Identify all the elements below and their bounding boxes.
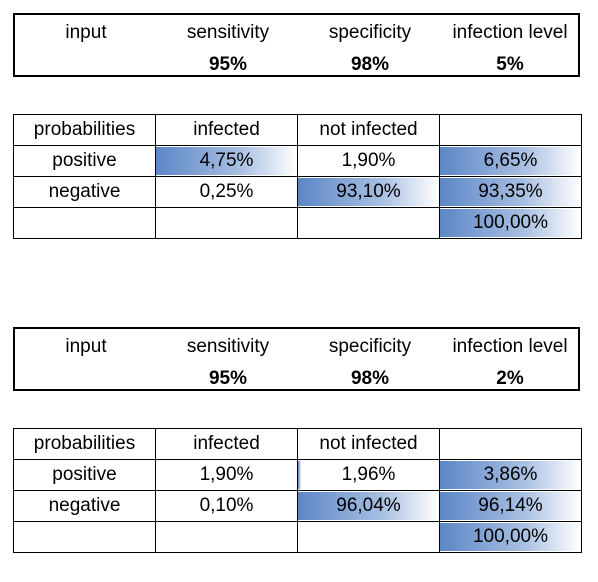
header-cell: probabilities	[13, 428, 156, 460]
data-cell: 100,00%	[439, 521, 582, 553]
data-cell: 93,10%	[297, 176, 440, 208]
header-cell	[439, 428, 582, 460]
header-cell: infected	[155, 428, 298, 460]
probabilities-table-1: probabilities infected not infected posi…	[13, 114, 582, 239]
infection-level-value: 2%	[496, 368, 524, 389]
data-cell	[297, 207, 440, 239]
header-cell: not infected	[297, 114, 440, 146]
header-cell: infected	[155, 114, 298, 146]
data-cell: 1,90%	[155, 459, 298, 491]
table-header-row: probabilities infected not infected	[13, 114, 582, 146]
row-label-cell	[13, 207, 156, 239]
specificity-value: 98%	[350, 54, 390, 75]
header-cell	[439, 114, 582, 146]
data-cell: 4,75%	[155, 145, 298, 177]
table-row: positive 1,90% 1,96% 3,86%	[13, 459, 582, 491]
data-cell: 1,96%	[297, 459, 440, 491]
infection-level-label: infection level	[452, 22, 568, 43]
header-cell: not infected	[297, 428, 440, 460]
input-label: input	[65, 22, 107, 43]
infection-level-label: infection level	[452, 336, 568, 357]
data-cell: 100,00%	[439, 207, 582, 239]
data-cell: 96,14%	[439, 490, 582, 522]
data-cell	[297, 521, 440, 553]
table-header-row: probabilities infected not infected	[13, 428, 582, 460]
specificity-value: 98%	[350, 368, 390, 389]
table-row: 100,00%	[13, 207, 582, 239]
data-cell: 0,10%	[155, 490, 298, 522]
input-label: input	[65, 336, 107, 357]
data-cell: 6,65%	[439, 145, 582, 177]
table-row: positive 4,75% 1,90% 6,65%	[13, 145, 582, 177]
row-label-cell: positive	[13, 459, 156, 491]
header-cell: probabilities	[13, 114, 156, 146]
input-parameters-box-2: input sensitivity specificity infection …	[13, 327, 580, 391]
sensitivity-label: sensitivity	[186, 22, 270, 43]
sensitivity-label: sensitivity	[186, 336, 270, 357]
row-label-cell	[13, 521, 156, 553]
data-bar	[298, 461, 301, 489]
infection-level-value: 5%	[496, 54, 524, 75]
data-cell: 1,90%	[297, 145, 440, 177]
data-cell: 3,86%	[439, 459, 582, 491]
table-row: negative 0,25% 93,10% 93,35%	[13, 176, 582, 208]
row-label-cell: negative	[13, 176, 156, 208]
row-label-cell: negative	[13, 490, 156, 522]
data-cell: 96,04%	[297, 490, 440, 522]
input-parameters-box-1: input sensitivity specificity infection …	[13, 13, 580, 77]
table-row: 100,00%	[13, 521, 582, 553]
data-cell	[155, 521, 298, 553]
data-cell: 0,25%	[155, 176, 298, 208]
row-label-cell: positive	[13, 145, 156, 177]
sensitivity-value: 95%	[208, 54, 248, 75]
table-row: negative 0,10% 96,04% 96,14%	[13, 490, 582, 522]
data-cell	[155, 207, 298, 239]
specificity-label: specificity	[328, 336, 412, 357]
data-cell: 93,35%	[439, 176, 582, 208]
specificity-label: specificity	[328, 22, 412, 43]
probabilities-table-2: probabilities infected not infected posi…	[13, 428, 582, 553]
sensitivity-value: 95%	[208, 368, 248, 389]
